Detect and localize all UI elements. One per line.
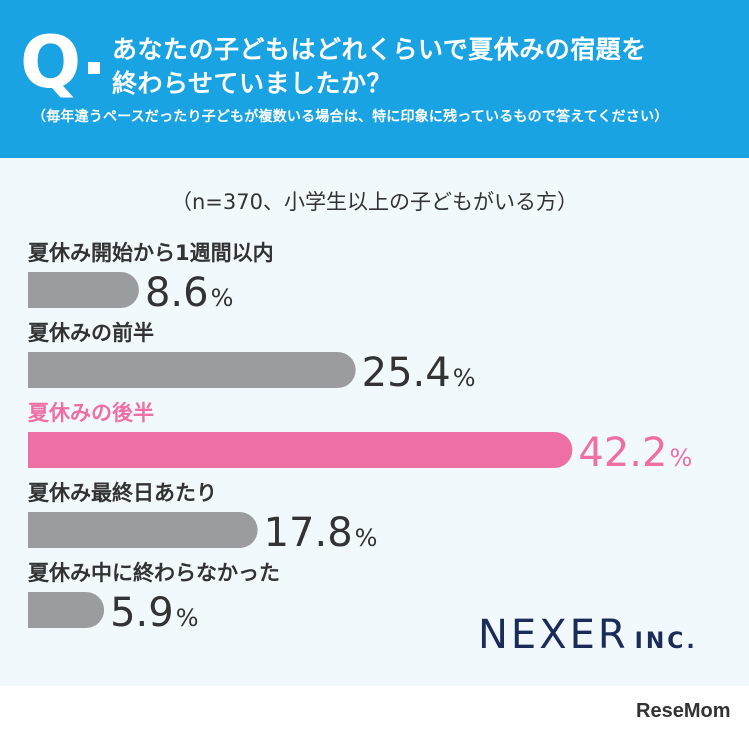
value-label: 25.4% xyxy=(362,350,476,396)
question-line-2: 終わらせていましたか？ xyxy=(112,69,393,98)
bar xyxy=(28,432,573,468)
nexer-logo: NEXER INC. xyxy=(478,612,698,658)
q-dot xyxy=(88,62,100,74)
sample-note: （n=370、小学生以上の子どもがいる方） xyxy=(171,190,578,214)
source-name-a: Rese xyxy=(636,700,684,722)
bar xyxy=(28,272,139,308)
question-header: Q あなたの子どもはどれくらいで夏休みの宿題を 終わらせていましたか？ （毎年違… xyxy=(0,0,749,158)
source-name-b: Mom xyxy=(683,700,731,722)
value-label: 17.8% xyxy=(264,510,378,556)
category-label: 夏休み開始から1週間以内 xyxy=(28,241,274,265)
bar xyxy=(28,592,105,628)
value-label: 8.6% xyxy=(145,270,233,316)
question-line-1: あなたの子どもはどれくらいで夏休みの宿題を xyxy=(112,35,647,64)
brand-name: NEXER xyxy=(478,612,629,658)
brand-suffix: INC. xyxy=(634,629,698,654)
bar xyxy=(28,352,356,388)
bar xyxy=(28,512,258,548)
question-note: （毎年違うペースだったり子どもが複数いる場合は、特に印象に残っているもので答えて… xyxy=(32,109,669,125)
category-label: 夏休み最終日あたり xyxy=(28,481,217,505)
category-label: 夏休みの後半 xyxy=(28,401,154,425)
footer xyxy=(0,686,749,740)
resemom-logo: ReseMom xyxy=(636,700,730,723)
chart-panel xyxy=(0,158,749,686)
q-mark: Q xyxy=(20,20,82,104)
value-label: 42.2% xyxy=(578,430,692,476)
category-label: 夏休みの前半 xyxy=(28,321,154,345)
category-label: 夏休み中に終わらなかった xyxy=(28,561,280,585)
value-label: 5.9% xyxy=(110,590,198,636)
